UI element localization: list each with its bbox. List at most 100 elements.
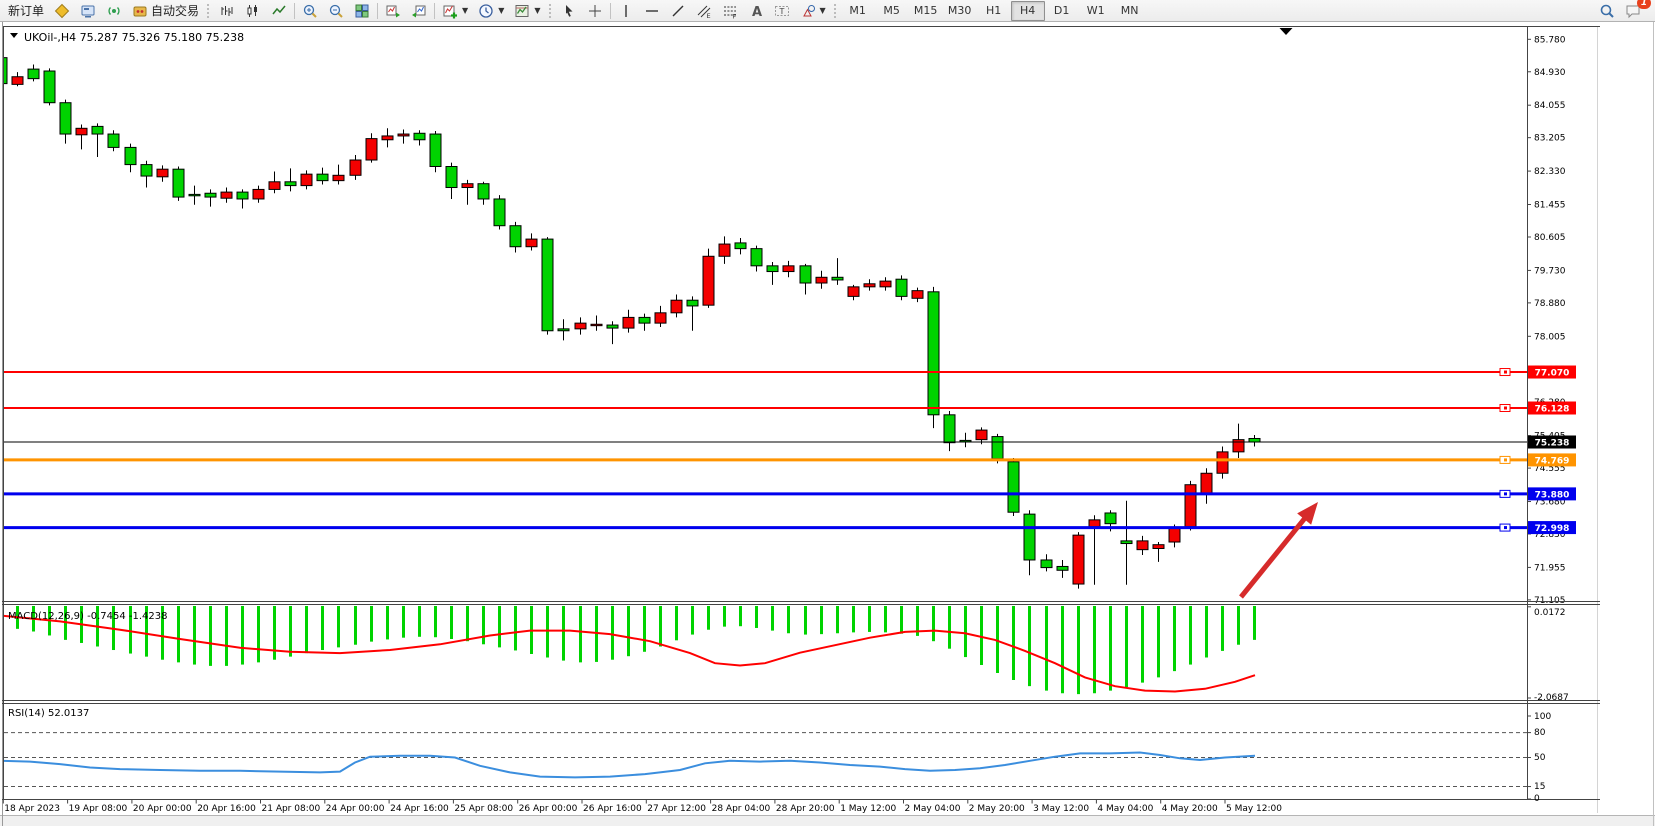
new-chart-icon [385, 3, 401, 19]
price-label-box [1528, 365, 1576, 379]
toolbar-separator [609, 2, 611, 19]
new-chart-button[interactable] [380, 0, 406, 22]
metaeditor-button[interactable] [49, 0, 75, 22]
time-axis-label: 20 Apr 16:00 [197, 804, 256, 814]
time-axis-label: 24 Apr 16:00 [390, 804, 449, 814]
templates-icon [514, 3, 530, 19]
timeframe-group: M1 M5 M15 M30 H1 H4 D1 W1 MN [841, 0, 1147, 21]
channel-button[interactable]: E [691, 0, 717, 22]
metaeditor-icon [54, 3, 70, 19]
toolbar-separator [294, 2, 296, 19]
timeframe-button-m1[interactable]: M1 [849, 4, 866, 17]
toolbar-separator [377, 2, 379, 19]
toolbar-left-icons [49, 0, 127, 22]
time-axis-label: 3 May 12:00 [1033, 804, 1089, 814]
macd-signal-line [4, 614, 1256, 693]
chart-bars-icon [219, 3, 235, 19]
zoom-in-button[interactable] [297, 0, 323, 22]
macd-axis-top: 0.0172 [1534, 608, 1566, 618]
timeframe-button-mn[interactable]: MN [1120, 4, 1139, 17]
shapes-icon [800, 3, 816, 19]
svg-text:E: E [706, 12, 710, 19]
insert-buttons: ▼ ▼ ▼ [437, 0, 545, 22]
notifications-button[interactable]: 1 [1620, 0, 1651, 22]
toolbar: 新订单 自动交易 ▼ ▼ ▼ E F A T ▼ M1 M5 M15 M30 H1 H4 D1 W1 MN … [0, 0, 1655, 22]
hline-button[interactable] [639, 0, 665, 22]
vline-button[interactable] [613, 0, 639, 22]
chart-line-icon [271, 3, 287, 19]
price-axis-tick: 84.055 [1534, 101, 1566, 111]
chevron-down-icon: ▼ [498, 6, 505, 15]
toolbar-grip [548, 3, 553, 18]
terminal-icon [80, 3, 96, 19]
timeframe-button-m15[interactable]: M15 [913, 4, 938, 17]
price-axis-tick: 80.605 [1534, 233, 1566, 243]
autotrading-label: 自动交易 [151, 4, 200, 18]
svg-text:A: A [752, 5, 762, 19]
candlestick-series [4, 57, 1261, 589]
time-axis-label: 4 May 20:00 [1162, 804, 1218, 814]
rsi-axis-label: 100 [1534, 712, 1551, 722]
price-label-text: 77.070 [1535, 369, 1570, 379]
text-tool-button[interactable]: A [743, 0, 769, 22]
zoom-in-icon [302, 3, 318, 19]
timeframe-button-w1[interactable]: W1 [1086, 4, 1105, 17]
chart-line-button[interactable] [266, 0, 292, 22]
cursor-buttons [556, 0, 608, 22]
time-axis-label: 25 Apr 08:00 [454, 804, 513, 814]
rsi-axis-label: 80 [1534, 728, 1546, 738]
window-buttons [380, 0, 432, 22]
timeframe-button-h1[interactable]: H1 [986, 4, 1002, 17]
crosshair-button[interactable] [582, 0, 608, 22]
timeframe-button-h4[interactable]: H4 [1010, 0, 1045, 21]
zoom-out-button[interactable] [323, 0, 349, 22]
signal-icon [106, 3, 122, 19]
chart-bars-button[interactable] [214, 0, 240, 22]
price-axis-tick: 81.455 [1534, 201, 1566, 211]
price-axis-tick: 78.880 [1534, 299, 1566, 309]
price-axis-tick: 71.105 [1534, 596, 1566, 606]
autotrading-button[interactable]: 自动交易 [127, 1, 204, 21]
cursor-button[interactable] [556, 0, 582, 22]
time-axis-label: 18 Apr 2023 [4, 804, 60, 814]
time-axis-label: 5 May 12:00 [1226, 804, 1282, 814]
time-axis-label: 26 Apr 00:00 [519, 804, 578, 814]
price-label-box [1528, 401, 1576, 415]
fibo-button[interactable]: F [717, 0, 743, 22]
shapes-button[interactable]: ▼ [795, 0, 831, 22]
symbol-dropdown-icon [10, 33, 18, 38]
zoom-buttons [297, 0, 375, 22]
label-tool-button[interactable]: T [769, 0, 795, 22]
price-label-text: 73.880 [1535, 490, 1570, 500]
price-axis-tick: 71.955 [1534, 563, 1566, 573]
trendline-button[interactable] [665, 0, 691, 22]
indicators-button[interactable]: ▼ [437, 0, 473, 22]
text-tool-icon: A [748, 3, 764, 19]
macd-pane [4, 606, 1256, 695]
price-axis-tick: 78.005 [1534, 332, 1566, 342]
new-order-button[interactable]: 新订单 [3, 1, 49, 21]
templates-button[interactable]: ▼ [509, 0, 545, 22]
chart-candles-button[interactable] [240, 0, 266, 22]
time-axis-label: 28 Apr 20:00 [776, 804, 835, 814]
search-icon[interactable] [1594, 2, 1620, 20]
notification-badge: 1 [1637, 0, 1651, 9]
price-axis-tick: 79.730 [1534, 266, 1566, 276]
price-label-text: 74.769 [1535, 456, 1570, 466]
time-axis-label: 2 May 04:00 [905, 804, 961, 814]
drawing-buttons: E F A T ▼ [613, 0, 831, 22]
periods-button[interactable]: ▼ [473, 0, 509, 22]
price-label-text: 76.128 [1535, 405, 1570, 415]
profiles-button[interactable] [406, 0, 432, 22]
terminal-button[interactable] [75, 0, 101, 22]
tile-windows-button[interactable] [349, 0, 375, 22]
chevron-down-icon: ▼ [819, 6, 826, 15]
signal-button[interactable] [101, 0, 127, 22]
timeframe-button-m5[interactable]: M5 [883, 4, 900, 17]
chart-title: UKOil-,H4 75.287 75.326 75.180 75.238 [24, 31, 244, 44]
timeframe-button-d1[interactable]: D1 [1053, 4, 1070, 17]
timeframe-button-m30[interactable]: M30 [947, 4, 972, 17]
arrow-annotation-shaft [1239, 512, 1310, 599]
